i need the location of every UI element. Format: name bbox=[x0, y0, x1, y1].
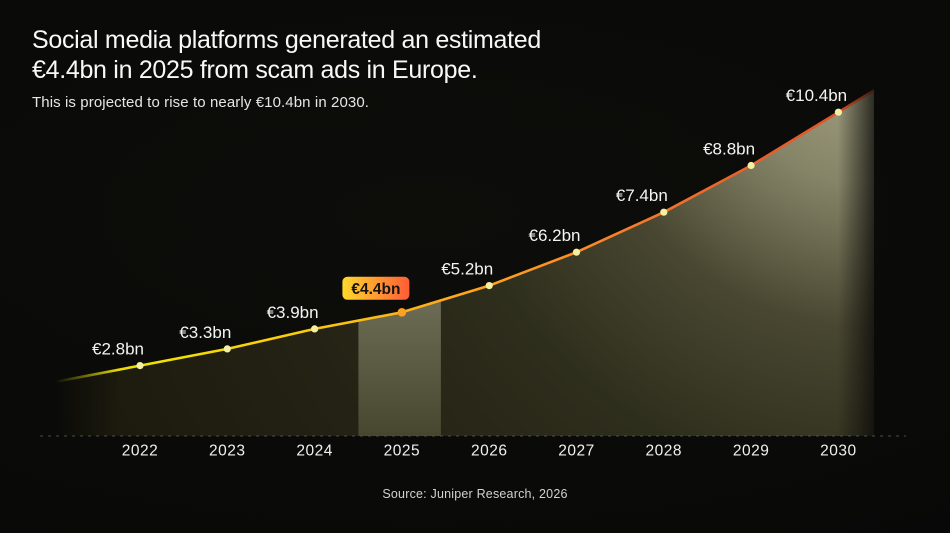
subtitle: This is projected to rise to nearly €10.… bbox=[32, 94, 370, 111]
page-title: Social media platforms generated an esti… bbox=[32, 26, 541, 85]
data-point-2030 bbox=[834, 108, 843, 116]
data-point-2027 bbox=[572, 248, 581, 256]
x-axis-label-2025: 2025 bbox=[384, 443, 420, 460]
data-point-label-2027: €6.2bn bbox=[529, 226, 581, 245]
x-axis-label-2030: 2030 bbox=[820, 443, 856, 460]
highlight-badge-label: €4.4bn bbox=[351, 281, 400, 298]
x-axis-label-2024: 2024 bbox=[296, 443, 332, 460]
x-axis-label-2028: 2028 bbox=[646, 443, 682, 460]
data-point-label-2028: €7.4bn bbox=[616, 186, 668, 205]
data-point-label-2022: €2.8bn bbox=[92, 340, 144, 359]
data-point-2029 bbox=[747, 161, 755, 170]
x-axis-label-2022: 2022 bbox=[122, 443, 158, 460]
data-point-label-2026: €5.2bn bbox=[441, 260, 493, 279]
data-point-2028 bbox=[660, 208, 668, 216]
x-axis-label-2023: 2023 bbox=[209, 443, 245, 460]
data-point-label-2029: €8.8bn bbox=[703, 140, 755, 159]
area-fill bbox=[55, 90, 874, 437]
data-point-label-2030: €10.4bn bbox=[786, 86, 847, 105]
title-line-2: €4.4bn in 2025 from scam ads in Europe. bbox=[32, 55, 478, 84]
highlight-badge-background bbox=[342, 276, 410, 300]
data-point-label-2023: €3.3bn bbox=[179, 323, 231, 342]
data-point-2025 bbox=[397, 308, 407, 317]
data-point-2023 bbox=[223, 345, 231, 353]
data-point-label-2024: €3.9bn bbox=[267, 303, 319, 322]
header: Social media platforms generated an esti… bbox=[32, 26, 541, 85]
data-point-2024 bbox=[311, 325, 319, 333]
title-line-1: Social media platforms generated an esti… bbox=[32, 26, 542, 54]
source-note: Source: Juniper Research, 2026 bbox=[382, 487, 568, 501]
x-axis-label-2026: 2026 bbox=[471, 443, 507, 460]
x-axis-label-2029: 2029 bbox=[733, 443, 769, 460]
data-point-2026 bbox=[485, 282, 493, 290]
data-point-2022 bbox=[136, 362, 144, 370]
x-axis-label-2027: 2027 bbox=[558, 443, 594, 460]
highlight-badge: €4.4bn bbox=[342, 276, 410, 300]
